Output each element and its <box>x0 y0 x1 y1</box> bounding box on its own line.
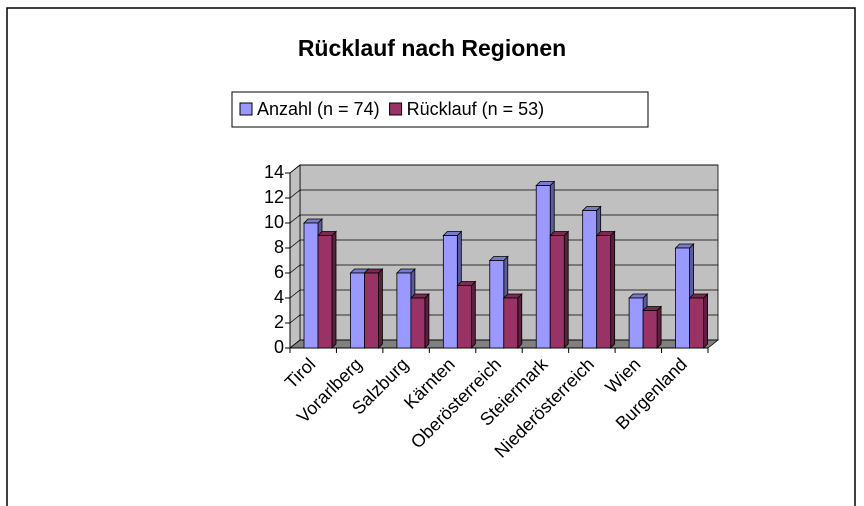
y-tick-label: 12 <box>264 187 284 207</box>
y-tick-label: 14 <box>264 162 284 182</box>
bar-front <box>503 297 519 349</box>
bar-front <box>675 247 690 349</box>
bar-front <box>317 235 333 349</box>
grid-line <box>289 189 718 199</box>
legend-box <box>231 91 649 128</box>
bar-front <box>489 260 505 349</box>
bar-front <box>642 310 658 349</box>
bar-front <box>582 210 598 349</box>
y-tick-label: 0 <box>274 337 284 357</box>
bar-front <box>410 297 426 349</box>
bar <box>595 230 616 349</box>
bar-side <box>470 280 476 349</box>
bar-front <box>442 235 458 349</box>
bar-side <box>610 230 616 349</box>
bar-side <box>517 293 523 349</box>
bar <box>502 293 523 349</box>
grid-line <box>289 339 718 349</box>
bar <box>549 230 570 349</box>
y-tick-label: 10 <box>264 212 284 232</box>
legend-label: Rücklauf (n = 53) <box>407 99 545 119</box>
legend-label: Anzahl (n = 74) <box>257 99 380 119</box>
bar-front <box>396 272 412 349</box>
bar-side <box>563 230 569 349</box>
bar <box>409 293 430 349</box>
y-tick-label: 2 <box>274 312 284 332</box>
bar-front <box>456 285 472 349</box>
bar <box>456 280 477 349</box>
bar-side <box>378 268 383 349</box>
grid-line <box>289 214 718 224</box>
grid-line <box>289 289 718 299</box>
bar <box>688 293 709 349</box>
y-tick-label: 4 <box>274 287 284 307</box>
bar-front <box>364 272 379 349</box>
chart-title: Rücklauf nach Regionen <box>298 35 566 61</box>
y-tick-label: 6 <box>274 262 284 282</box>
bar-front <box>689 297 704 349</box>
bar-front <box>303 222 319 349</box>
grid-line <box>289 164 718 174</box>
legend-swatch <box>239 102 253 116</box>
bar <box>642 305 663 349</box>
bar-front <box>549 235 565 349</box>
bar-front <box>628 297 644 349</box>
bar-front <box>596 235 612 349</box>
bar-side <box>703 293 708 349</box>
bar-front <box>350 272 365 349</box>
legend-swatch <box>389 102 403 116</box>
side-wall <box>289 164 301 349</box>
grid-line <box>289 264 718 274</box>
bar <box>317 230 337 349</box>
bar <box>363 268 384 349</box>
grid-line <box>289 239 718 249</box>
grid-line <box>289 314 718 324</box>
bar-side <box>331 230 337 349</box>
bar-front <box>535 185 551 349</box>
bar-side <box>424 293 430 349</box>
y-tick-label: 8 <box>274 237 284 257</box>
bar-side <box>656 305 662 349</box>
